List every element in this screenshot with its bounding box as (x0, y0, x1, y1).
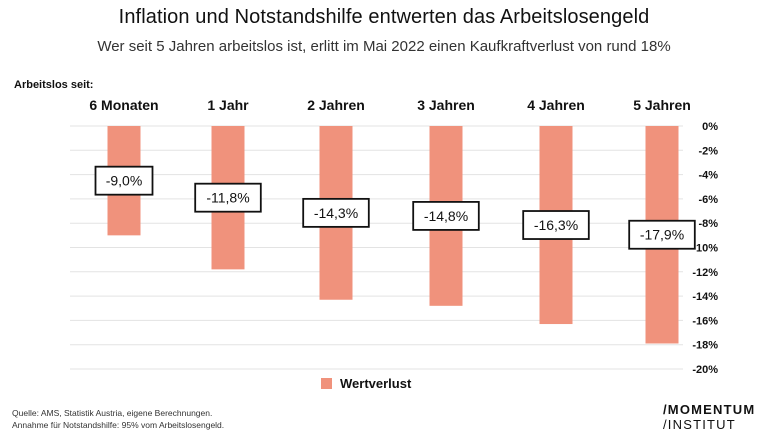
y-tick-label: -4% (698, 170, 718, 182)
data-label-box (522, 210, 590, 240)
chart-subtitle: Wer seit 5 Jahren arbeitslos ist, erlitt… (97, 38, 671, 55)
category-axis-title: Arbeitslos seit: (14, 79, 93, 91)
y-tick-label: -8% (698, 218, 718, 230)
category-label: 6 Monaten (89, 97, 158, 113)
y-tick-label: 0% (702, 121, 718, 133)
legend-swatch (321, 378, 332, 389)
category-label: 5 Jahren (633, 97, 691, 113)
data-label: -14,3% (314, 205, 358, 221)
y-tick-label: -10% (692, 243, 718, 255)
data-label-box (412, 201, 480, 231)
momentum-institut-logo: /MOMENTUM /INSTITUT (663, 402, 755, 432)
data-label: -11,8% (206, 190, 249, 206)
data-label-box (302, 197, 370, 228)
y-tick-label: -14% (692, 291, 718, 303)
data-label: -17,9% (640, 227, 684, 243)
source-line-2: Annahme für Notstandshilfe: 95% vom Arbe… (12, 420, 225, 430)
y-tick-label: -2% (698, 145, 718, 157)
source-line-1: Quelle: AMS, Statistik Austria, eigene B… (12, 408, 213, 418)
category-label: 1 Jahr (207, 97, 249, 113)
data-label-box (94, 165, 154, 196)
category-label: 2 Jahren (307, 97, 365, 113)
source-note: Quelle: AMS, Statistik Austria, eigene B… (12, 407, 224, 431)
chart-title: Inflation und Notstandshilfe entwerten d… (118, 6, 650, 28)
y-tick-label: -18% (692, 340, 718, 352)
data-label-box (194, 182, 262, 213)
category-label: 4 Jahren (527, 97, 585, 113)
logo-line-2: /INSTITUT (663, 417, 736, 432)
data-label-box (628, 219, 696, 250)
data-label: -9,0% (106, 173, 143, 189)
data-label: -16,3% (534, 217, 578, 233)
y-tick-label: -16% (692, 315, 718, 327)
category-label: 3 Jahren (417, 97, 475, 113)
logo-line-1: /MOMENTUM (663, 402, 756, 417)
y-tick-label: -20% (692, 364, 718, 376)
data-label: -14,8% (424, 208, 468, 224)
y-tick-label: -12% (692, 267, 718, 279)
y-tick-label: -6% (698, 194, 718, 206)
legend-label: Wertverlust (340, 376, 412, 391)
